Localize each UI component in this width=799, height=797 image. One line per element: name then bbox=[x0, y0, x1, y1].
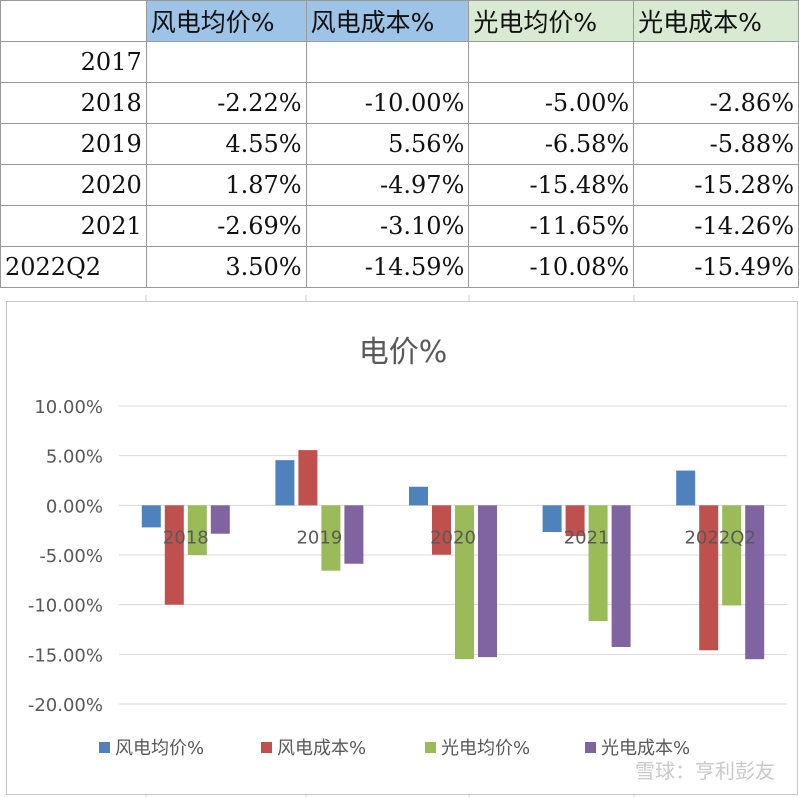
bar-2-2022Q2 bbox=[699, 505, 719, 651]
bar-2-2018 bbox=[164, 505, 184, 605]
y-tick-label: 0.00% bbox=[46, 496, 103, 517]
table-cell[interactable]: -15.48% bbox=[468, 164, 635, 206]
table-cell[interactable] bbox=[145, 41, 307, 83]
table-cell[interactable]: -15.28% bbox=[633, 164, 799, 206]
table-cell[interactable]: -14.59% bbox=[305, 246, 470, 288]
legend-swatch bbox=[425, 742, 436, 753]
bar-2-2021 bbox=[565, 505, 585, 537]
legend-swatch bbox=[585, 742, 596, 753]
header-wind-cost[interactable]: 风电成本% bbox=[305, 0, 470, 42]
row-label[interactable]: 2017 bbox=[0, 41, 147, 83]
bar-4-2021 bbox=[611, 505, 631, 647]
bar-4-2018 bbox=[210, 505, 230, 534]
y-tick-label: -10.00% bbox=[28, 596, 103, 617]
bar-chart: 电价% 10.00% 5.00% 0.00% -5.00% -10.00% -15.00% -… bbox=[28, 335, 787, 759]
bar-1-2021 bbox=[542, 505, 562, 533]
bar-4-2022Q2 bbox=[745, 505, 765, 660]
bar-2-2019 bbox=[298, 450, 318, 506]
legend-label: 风电成本% bbox=[277, 738, 366, 759]
table-cell[interactable]: -2.86% bbox=[633, 82, 799, 124]
table-row: 2020 1.87% -4.97% -15.48% -15.28% bbox=[0, 164, 799, 206]
legend-label: 风电均价% bbox=[115, 738, 204, 759]
data-table: 风电均价% 风电成本% 光电均价% 光电成本% 2017 2018 -2.22%… bbox=[0, 0, 799, 288]
chart-title: 电价% bbox=[359, 335, 448, 370]
row-label[interactable]: 2021 bbox=[0, 205, 147, 247]
y-tick-label: -20.00% bbox=[28, 695, 103, 716]
y-tick-label: 5.00% bbox=[46, 447, 103, 468]
corner-cell[interactable] bbox=[0, 0, 147, 42]
row-label[interactable]: 2022Q2 bbox=[0, 246, 147, 288]
x-tick-label: 2019 bbox=[296, 527, 342, 548]
bar-1-2019 bbox=[275, 460, 295, 506]
table-cell[interactable]: -2.22% bbox=[145, 82, 307, 124]
table-row: 2017 bbox=[0, 41, 799, 83]
legend-swatch bbox=[261, 742, 272, 753]
table-cell[interactable]: 3.50% bbox=[145, 246, 307, 288]
bar-3-2021 bbox=[588, 505, 608, 622]
table-cell[interactable]: 4.55% bbox=[145, 123, 307, 165]
table-cell[interactable] bbox=[305, 41, 470, 83]
bar-2-2020 bbox=[432, 505, 451, 555]
table-cell[interactable]: 1.87% bbox=[145, 164, 307, 206]
row-label[interactable]: 2019 bbox=[0, 123, 147, 165]
table-cell[interactable] bbox=[633, 41, 799, 83]
bar-4-2019 bbox=[344, 505, 364, 564]
header-solar-price[interactable]: 光电均价% bbox=[468, 0, 635, 42]
header-solar-cost[interactable]: 光电成本% bbox=[633, 0, 799, 42]
bar-3-2018 bbox=[187, 505, 207, 555]
table-cell[interactable]: 5.56% bbox=[305, 123, 470, 165]
table-cell[interactable]: -2.69% bbox=[145, 205, 307, 247]
header-wind-price[interactable]: 风电均价% bbox=[145, 0, 307, 42]
table-cell[interactable]: -15.49% bbox=[633, 246, 799, 288]
x-tick-label: 2021 bbox=[564, 527, 610, 548]
legend-swatch bbox=[99, 742, 110, 753]
row-label[interactable]: 2018 bbox=[0, 82, 147, 124]
table-cell[interactable]: -10.00% bbox=[305, 82, 470, 124]
table-row: 2018 -2.22% -10.00% -5.00% -2.86% bbox=[0, 82, 799, 124]
y-tick-label: -15.00% bbox=[28, 645, 103, 666]
table-cell[interactable]: -14.26% bbox=[633, 205, 799, 247]
bar-1-2020 bbox=[409, 486, 428, 506]
table-row: 2019 4.55% 5.56% -6.58% -5.88% bbox=[0, 123, 799, 165]
bar-1-2018 bbox=[141, 505, 161, 528]
chart-area[interactable]: 电价% 10.00% 5.00% 0.00% -5.00% -10.00% -15.00% -… bbox=[6, 301, 798, 795]
table-header-row: 风电均价% 风电成本% 光电均价% 光电成本% bbox=[0, 0, 799, 42]
x-tick-label: 2022Q2 bbox=[684, 527, 755, 548]
y-tick-label: -5.00% bbox=[39, 546, 103, 567]
table-row: 2021 -2.69% -3.10% -11.65% -14.26% bbox=[0, 205, 799, 247]
table-cell[interactable]: -5.88% bbox=[633, 123, 799, 165]
y-tick-label: 10.00% bbox=[34, 397, 103, 418]
table-row: 2022Q2 3.50% -14.59% -10.08% -15.49% bbox=[0, 246, 799, 288]
legend-label: 光电均价% bbox=[441, 738, 530, 759]
watermark: 雪球：亨利彭友 bbox=[635, 759, 775, 783]
bar-3-2020 bbox=[455, 505, 474, 660]
bar-4-2020 bbox=[478, 505, 497, 658]
x-tick-label: 2018 bbox=[163, 527, 209, 548]
x-tick-label: 2020 bbox=[430, 527, 476, 548]
bar-3-2022Q2 bbox=[722, 505, 742, 606]
table-cell[interactable]: -4.97% bbox=[305, 164, 470, 206]
row-label[interactable]: 2020 bbox=[0, 164, 147, 206]
table-cell[interactable]: -6.58% bbox=[468, 123, 635, 165]
table-cell[interactable]: -3.10% bbox=[305, 205, 470, 247]
table-cell[interactable]: -10.08% bbox=[468, 246, 635, 288]
table-cell[interactable]: -11.65% bbox=[468, 205, 635, 247]
table-cell[interactable]: -5.00% bbox=[468, 82, 635, 124]
table-cell[interactable] bbox=[468, 41, 635, 83]
bar-1-2022Q2 bbox=[676, 470, 696, 506]
legend-label: 光电成本% bbox=[601, 738, 690, 759]
bar-3-2019 bbox=[321, 505, 341, 571]
